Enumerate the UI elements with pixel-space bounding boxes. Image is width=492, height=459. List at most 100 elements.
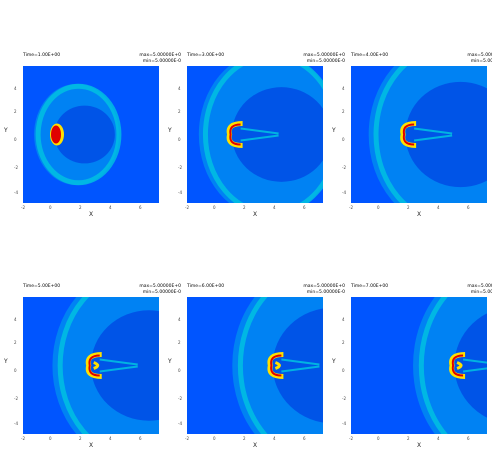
plot-panel-4: Time=5.00E+00 max=5.00000E+0 min=5.00000E-… bbox=[4, 284, 181, 458]
y-tick-label: 2 bbox=[14, 109, 17, 114]
panel-min-label: min=5.00000E-0 bbox=[306, 58, 345, 64]
y-tick-label: 2 bbox=[342, 340, 345, 345]
y-tick-label: 0 bbox=[14, 137, 17, 142]
panel-min-label: min=5.00000E-0 bbox=[142, 58, 181, 64]
cloud-core bbox=[270, 354, 282, 377]
wake-region bbox=[91, 310, 159, 421]
y-tick-label: 4 bbox=[14, 317, 17, 322]
y-tick-label: 2 bbox=[14, 340, 17, 345]
y-tick-label: 4 bbox=[178, 86, 181, 91]
x-tick-label: 6 bbox=[303, 205, 306, 210]
y-tick-label: 0 bbox=[178, 368, 181, 373]
heatmap-plot bbox=[351, 66, 487, 203]
x-tick-label: -2 bbox=[185, 436, 189, 441]
shear-tail bbox=[462, 358, 487, 373]
y-tick-label: 4 bbox=[178, 317, 181, 322]
shear-tail bbox=[99, 358, 138, 373]
y-tick-label: 0 bbox=[342, 137, 345, 142]
panel-max-label: max=5.00000E+0 bbox=[467, 284, 492, 289]
x-tick-label: 4 bbox=[273, 205, 276, 210]
y-axis-label: Y bbox=[332, 358, 336, 365]
cloud-core bbox=[51, 125, 61, 144]
plot-panel-3: Time=4.00E+00 max=5.00000E+0min=5.00000E-… bbox=[332, 53, 492, 227]
plot-panel-2: Time=3.00E+00 max=5.00000E+0 min=5.00000E-… bbox=[168, 53, 345, 227]
shear-tail bbox=[240, 127, 279, 142]
wake-region bbox=[231, 87, 323, 182]
y-axis-label: Y bbox=[168, 358, 172, 365]
heatmap-plot bbox=[187, 66, 323, 203]
panel-min-label: min=5.00000E-0 bbox=[306, 289, 345, 295]
x-tick-label: 0 bbox=[49, 205, 52, 210]
y-tick-label: -2 bbox=[14, 165, 18, 170]
shear-tail bbox=[413, 127, 453, 142]
y-tick-label: -4 bbox=[14, 190, 18, 195]
x-tick-label: 0 bbox=[213, 436, 216, 441]
cloud-lobe bbox=[93, 361, 100, 370]
panel-max-label: max=5.00000E+0 bbox=[139, 284, 181, 289]
x-tick-label: -2 bbox=[349, 205, 353, 210]
y-tick-label: -2 bbox=[178, 165, 182, 170]
x-tick-label: 6 bbox=[467, 436, 470, 441]
x-tick-label: 4 bbox=[109, 205, 112, 210]
x-axis-label: X bbox=[89, 211, 94, 218]
heatmap-plot bbox=[351, 297, 487, 434]
shock-front bbox=[418, 297, 448, 434]
plot-panel-1: Time=1.00E+00 max=5.00000E+0 min=5.00000E-… bbox=[4, 53, 181, 227]
x-tick-label: 4 bbox=[437, 436, 440, 441]
x-tick-label: 2 bbox=[79, 205, 82, 210]
x-tick-label: -2 bbox=[21, 436, 25, 441]
cloud-core bbox=[451, 354, 464, 377]
heatmap-plot bbox=[187, 297, 323, 434]
x-tick-label: 2 bbox=[79, 436, 82, 441]
shock-front bbox=[35, 83, 122, 186]
y-tick-label: -4 bbox=[342, 421, 346, 426]
x-tick-label: 4 bbox=[437, 205, 440, 210]
y-tick-label: -4 bbox=[14, 421, 18, 426]
x-tick-label: 6 bbox=[467, 205, 470, 210]
y-tick-label: 4 bbox=[342, 86, 345, 91]
panel-min-label: min=5.00000E-0 bbox=[142, 289, 181, 295]
shock-front bbox=[57, 297, 90, 434]
x-axis-label: X bbox=[253, 442, 258, 449]
plot-panel-6: Time=7.00E+00 max=5.00000E+0min=5.00000E-… bbox=[332, 284, 492, 458]
y-tick-label: 0 bbox=[178, 137, 181, 142]
wake-region bbox=[405, 81, 487, 188]
y-tick-label: -2 bbox=[342, 396, 346, 401]
y-tick-label: -4 bbox=[178, 421, 182, 426]
x-tick-label: 2 bbox=[407, 436, 410, 441]
y-axis-label: Y bbox=[4, 358, 8, 365]
y-axis-label: Y bbox=[332, 127, 336, 134]
x-tick-label: 0 bbox=[377, 205, 380, 210]
x-tick-label: 2 bbox=[243, 436, 246, 441]
wake-region bbox=[454, 313, 487, 418]
y-tick-label: -2 bbox=[178, 396, 182, 401]
x-tick-label: 2 bbox=[243, 205, 246, 210]
x-axis-label: X bbox=[89, 442, 94, 449]
panel-time-label: Time=7.00E+00 bbox=[351, 284, 389, 289]
x-axis-label: X bbox=[417, 442, 422, 449]
panel-time-label: Time=1.00E+00 bbox=[23, 53, 61, 58]
x-tick-label: 0 bbox=[213, 205, 216, 210]
x-tick-label: -2 bbox=[21, 205, 25, 210]
shock-front bbox=[202, 66, 323, 203]
y-tick-label: -2 bbox=[14, 396, 18, 401]
x-axis-label: X bbox=[417, 211, 422, 218]
x-tick-label: 4 bbox=[109, 436, 112, 441]
panel-max-label: max=5.00000E+0 bbox=[303, 53, 345, 58]
y-tick-label: 2 bbox=[342, 109, 345, 114]
y-tick-label: -2 bbox=[342, 165, 346, 170]
cloud-core bbox=[402, 123, 415, 146]
y-tick-label: 4 bbox=[14, 86, 17, 91]
wake-region bbox=[272, 308, 323, 423]
heatmap-plot bbox=[23, 297, 159, 434]
y-tick-label: -4 bbox=[342, 190, 346, 195]
shock-front bbox=[237, 297, 268, 434]
cloud-lobe bbox=[456, 361, 463, 370]
y-tick-label: 0 bbox=[342, 368, 345, 373]
x-tick-label: 0 bbox=[377, 436, 380, 441]
x-tick-label: 6 bbox=[303, 436, 306, 441]
cloud-core bbox=[229, 123, 241, 146]
panel-min-label: min=5.00000E-0 bbox=[470, 289, 492, 295]
y-axis-label: Y bbox=[4, 127, 8, 134]
x-tick-label: 2 bbox=[407, 205, 410, 210]
